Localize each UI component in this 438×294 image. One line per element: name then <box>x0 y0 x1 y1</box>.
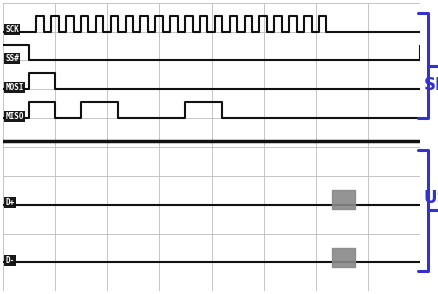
Text: MOSI: MOSI <box>5 83 24 92</box>
Text: SPI: SPI <box>424 76 438 94</box>
Text: USB: USB <box>424 189 438 207</box>
Text: D-: D- <box>5 256 14 265</box>
Text: MISO: MISO <box>5 112 24 121</box>
Text: SS#: SS# <box>5 54 19 63</box>
Text: SCK: SCK <box>5 25 19 34</box>
Text: D+: D+ <box>5 198 14 207</box>
